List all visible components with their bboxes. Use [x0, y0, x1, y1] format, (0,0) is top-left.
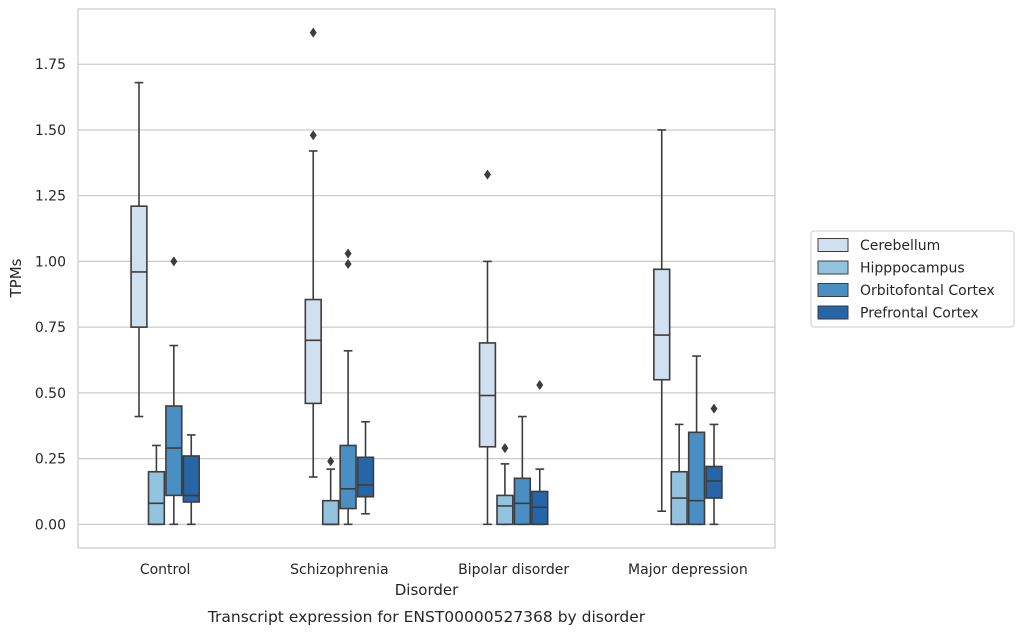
y-tick-label: 1.25: [35, 189, 66, 205]
plot-area: [77, 8, 776, 549]
outlier-point: [344, 248, 352, 259]
box-group: [653, 129, 671, 512]
chart-caption: Transcript expression for ENST0000052736…: [207, 608, 646, 626]
outlier-point: [483, 169, 491, 180]
box: [304, 298, 322, 405]
x-axis-label: Disorder: [395, 581, 459, 599]
box-group: [513, 415, 532, 526]
x-tick-label: Major depression: [628, 562, 748, 578]
x-tick-label: Schizophrenia: [290, 562, 388, 578]
legend-swatch: [817, 260, 849, 275]
legend-frame: [810, 230, 1015, 328]
box: [496, 494, 514, 526]
legend: Cerebellum Hipppocampus Orbitofontal Corte…: [810, 230, 1015, 328]
box: [513, 477, 532, 526]
box-group: [705, 403, 723, 526]
y-tick-label: 0.75: [35, 320, 66, 336]
x-axis-ticks: Control Schizophrenia Bipolar disorder Majo…: [140, 562, 748, 578]
box: [130, 205, 148, 328]
box-group: [478, 169, 497, 526]
box: [339, 444, 357, 510]
box: [687, 431, 706, 526]
legend-swatch: [817, 283, 849, 297]
box-group: [687, 355, 706, 526]
box-group: [165, 256, 183, 526]
y-tick-label: 0.25: [35, 452, 66, 468]
legend-label: Hipppocampus: [860, 261, 965, 277]
box-group: [531, 379, 549, 526]
legend-swatch: [817, 238, 849, 252]
box-group: [304, 27, 322, 478]
y-tick-label: 1.00: [35, 254, 66, 270]
legend-swatch: [817, 305, 849, 320]
box-group: [147, 444, 166, 526]
box-group: [182, 434, 200, 526]
box: [705, 465, 723, 499]
box-group: [130, 81, 148, 418]
box-group: [670, 423, 688, 526]
outlier-point: [309, 130, 317, 141]
box: [147, 470, 166, 526]
box: [165, 405, 183, 497]
legend-label: Cerebellum: [860, 238, 940, 254]
legend-label: Orbitofontal Cortex: [860, 283, 995, 299]
y-axis-label: TPMs: [7, 258, 25, 298]
legend-label: Prefrontal Cortex: [860, 306, 979, 322]
box: [356, 456, 375, 498]
outlier-point: [710, 403, 718, 414]
outlier-point: [536, 379, 544, 390]
outlier-point: [170, 256, 178, 267]
y-tick-label: 1.75: [35, 57, 66, 73]
y-axis-ticks: 0.00 0.25 0.50 0.75 1.00 1.25 1.50 1.75: [35, 57, 66, 533]
box-group: [339, 248, 357, 526]
outlier-point: [344, 259, 352, 270]
outlier-point: [309, 27, 317, 38]
y-tick-label: 1.50: [35, 123, 66, 139]
box: [321, 499, 340, 526]
box-group: [496, 443, 514, 526]
y-tick-label: 0.00: [35, 517, 66, 533]
box-group: [321, 456, 340, 526]
box-group: [356, 420, 375, 515]
box: [182, 455, 200, 503]
box: [653, 268, 671, 381]
y-tick-label: 0.50: [35, 386, 66, 402]
x-tick-label: Bipolar disorder: [458, 562, 569, 578]
outlier-point: [327, 456, 335, 467]
outlier-point: [501, 443, 509, 454]
boxes: [130, 27, 723, 526]
x-tick-label: Control: [140, 562, 191, 578]
